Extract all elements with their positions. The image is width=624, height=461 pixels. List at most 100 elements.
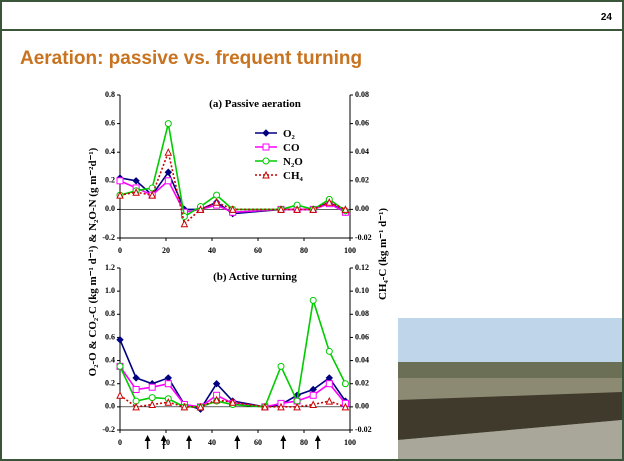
y-tick-label: 0.6 <box>105 332 115 341</box>
legend-label: O₂ <box>283 128 296 140</box>
marker <box>212 380 221 388</box>
marker <box>325 396 334 405</box>
legend-marker <box>262 170 270 179</box>
x-tick-label: 40 <box>208 246 216 255</box>
turning-arrowhead <box>144 435 151 441</box>
x-tick-label: 60 <box>254 246 262 255</box>
marker <box>277 205 285 213</box>
y-tick-label: 0.8 <box>105 309 115 318</box>
y-tick-label: 0.0 <box>105 402 115 411</box>
marker <box>132 402 140 411</box>
marker <box>212 395 221 404</box>
y2-tick-label: 0.08 <box>355 309 369 318</box>
y-tick-label: 0.2 <box>105 379 115 388</box>
x-tick-label: 100 <box>344 246 356 255</box>
panel-title: (a) Passive aeration <box>209 98 301 110</box>
marker <box>164 398 173 406</box>
marker <box>277 402 285 411</box>
marker <box>309 296 317 304</box>
marker <box>164 177 172 185</box>
y2-tick-label: 0.10 <box>355 286 369 295</box>
marker <box>148 190 157 199</box>
marker <box>277 362 285 370</box>
legend-label: CH₄ <box>283 170 304 182</box>
marker <box>325 380 333 388</box>
x-tick-label: 0 <box>118 438 122 447</box>
marker <box>341 380 349 388</box>
marker <box>293 205 301 213</box>
marker <box>213 191 221 199</box>
marker <box>164 120 172 128</box>
marker <box>196 402 205 411</box>
y-tick-label: 1.0 <box>105 286 115 295</box>
legend-label: N₂O <box>283 156 303 168</box>
y2-tick-label: 0.04 <box>355 355 369 364</box>
series-line <box>119 394 346 408</box>
y-tick-label: -0.2 <box>102 425 115 434</box>
y-tick-label: 0.2 <box>105 176 115 185</box>
marker <box>228 398 237 406</box>
marker <box>309 400 318 409</box>
marker <box>132 374 140 382</box>
turning-arrowhead <box>186 435 192 441</box>
marker <box>325 198 334 206</box>
marker <box>164 380 172 388</box>
marker <box>148 383 156 391</box>
slide-title: Aeration: passive vs. frequent turning <box>20 48 362 69</box>
legend-marker <box>262 143 270 151</box>
marker <box>309 391 317 399</box>
turning-arrowhead <box>314 435 321 441</box>
photo <box>398 318 622 459</box>
y2-tick-label: -0.02 <box>355 233 372 242</box>
x-tick-label: 60 <box>254 438 262 447</box>
marker <box>132 177 140 185</box>
y2-tick-label: 0.00 <box>355 204 369 213</box>
y-tick-label: 1.2 <box>105 263 115 272</box>
y-tick-label: -0.2 <box>102 233 115 242</box>
y-tick-label: 0.4 <box>105 147 115 156</box>
marker <box>196 205 205 213</box>
legend-label: CO <box>283 142 300 154</box>
y2-tick-label: 0.06 <box>355 118 369 127</box>
y2-tick-label: 0.02 <box>355 379 369 388</box>
turning-arrowhead <box>234 435 241 441</box>
marker <box>325 347 333 355</box>
y2-tick-label: 0.00 <box>355 402 369 411</box>
y-tick-label: 0.8 <box>105 90 115 99</box>
marker <box>148 394 156 402</box>
marker <box>132 188 140 196</box>
y2-tick-label: -0.02 <box>355 425 372 434</box>
marker <box>116 177 124 185</box>
marker <box>132 386 140 393</box>
x-tick-label: 100 <box>344 438 356 447</box>
legend-marker <box>262 157 270 165</box>
marker <box>180 402 189 411</box>
x-tick-label: 40 <box>208 438 216 447</box>
x-tick-label: 20 <box>162 438 170 447</box>
y-axis-title: O₂-O & CO₂-C (kg m⁻¹ d⁻¹) & N₂O-N (g m⁻²… <box>87 147 99 376</box>
marker <box>309 205 318 213</box>
panel-title: (b) Active turning <box>213 271 297 283</box>
marker <box>180 219 189 228</box>
y2-tick-label: 0.08 <box>355 90 369 99</box>
x-tick-label: 20 <box>162 246 170 255</box>
marker <box>164 148 173 156</box>
marker <box>116 362 124 370</box>
marker <box>212 198 221 206</box>
marker <box>116 391 124 399</box>
x-tick-label: 0 <box>118 246 122 255</box>
marker <box>228 205 237 213</box>
turning-arrowhead <box>160 435 167 441</box>
y2-tick-label: 0.04 <box>355 147 369 156</box>
turning-arrowhead <box>280 435 287 441</box>
y-tick-label: 0.6 <box>105 118 115 127</box>
marker <box>116 336 124 344</box>
x-tick-label: 80 <box>300 438 308 447</box>
marker <box>293 402 301 411</box>
marker <box>341 205 350 213</box>
marker <box>164 168 173 176</box>
y2-tick-label: 0.06 <box>355 332 369 341</box>
y-tick-label: 0.4 <box>105 355 115 364</box>
y2-tick-label: 0.02 <box>355 176 369 185</box>
